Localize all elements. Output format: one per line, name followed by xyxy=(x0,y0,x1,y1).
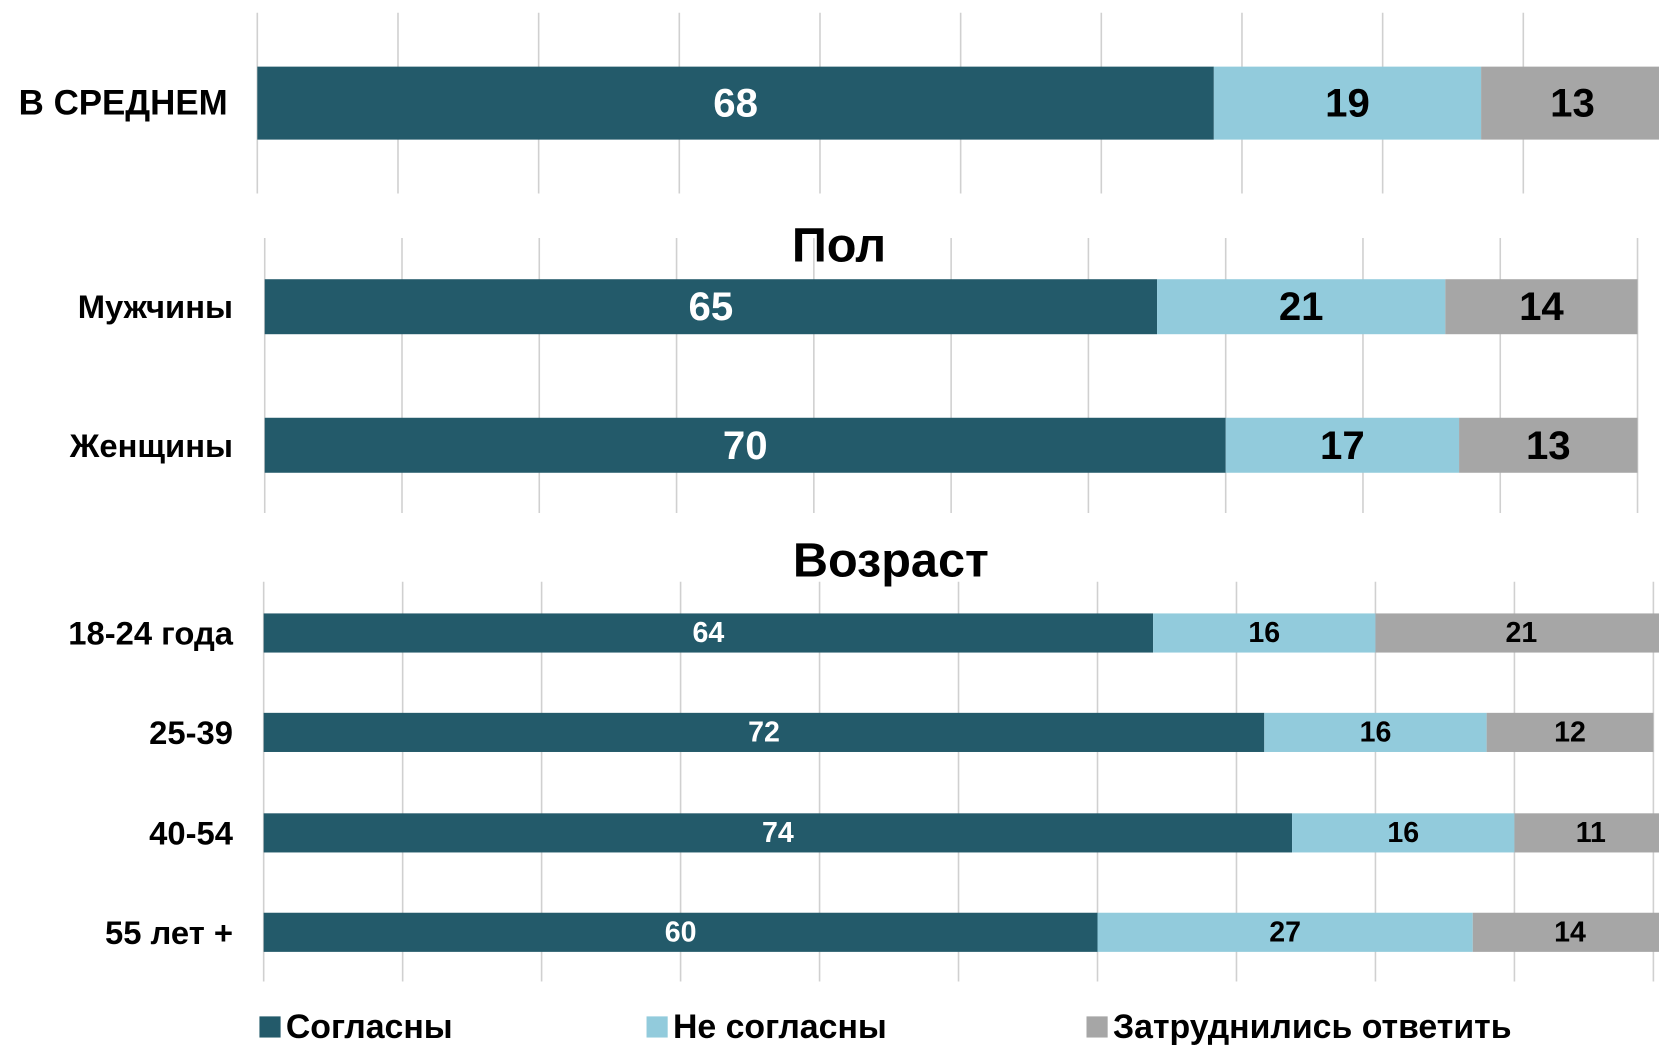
bar-segment xyxy=(1097,912,1473,952)
bar-segment xyxy=(1264,712,1487,752)
value-label: 16 xyxy=(1360,716,1392,748)
value-label: 19 xyxy=(1325,81,1370,126)
value-label: 72 xyxy=(748,716,780,748)
section-title: Возраст xyxy=(793,534,989,588)
bar-segment xyxy=(1225,417,1460,473)
bar-segment xyxy=(1445,279,1638,335)
bar-segment xyxy=(1213,66,1482,140)
value-label: 12 xyxy=(1554,716,1586,748)
category-label: 55 лет + xyxy=(105,914,233,951)
bar-segment xyxy=(263,813,1293,853)
bar-segment xyxy=(1375,613,1659,653)
value-label: 27 xyxy=(1269,916,1301,948)
value-label: 74 xyxy=(762,817,794,849)
value-label: 11 xyxy=(1576,817,1606,849)
legend-label: Согласны xyxy=(286,1008,453,1046)
bar-segment xyxy=(1153,613,1376,653)
value-label: 68 xyxy=(713,81,758,126)
legend-label: Затруднились ответить xyxy=(1113,1008,1512,1046)
legend-swatch xyxy=(259,1016,281,1038)
value-label: 16 xyxy=(1248,617,1280,649)
value-label: 17 xyxy=(1320,423,1365,468)
bar-segment xyxy=(264,417,1226,473)
value-label: 21 xyxy=(1505,617,1537,649)
category-label: 25-39 xyxy=(149,714,233,751)
value-label: 14 xyxy=(1519,284,1564,329)
bar-segment xyxy=(1481,66,1659,140)
value-label: 70 xyxy=(723,423,768,468)
legend-swatch xyxy=(1086,1016,1108,1038)
bar-segment xyxy=(264,279,1158,335)
bar-segment xyxy=(1472,912,1659,952)
value-label: 16 xyxy=(1387,817,1419,849)
category-label: Женщины xyxy=(69,427,233,464)
bar-segment xyxy=(263,613,1154,653)
value-label: 14 xyxy=(1554,916,1586,948)
bar-segment xyxy=(263,712,1265,752)
legend-swatch xyxy=(646,1016,668,1038)
bar-segment xyxy=(1514,813,1659,853)
category-label: Мужчины xyxy=(78,288,233,325)
bar-segment xyxy=(1459,417,1638,473)
bar-segment xyxy=(257,66,1214,140)
category-label: В СРЕДНЕМ xyxy=(19,84,228,123)
bar-segment xyxy=(1157,279,1446,335)
bar-segment xyxy=(263,912,1098,952)
value-label: 60 xyxy=(665,916,697,948)
bar-segment xyxy=(1486,712,1654,752)
value-label: 21 xyxy=(1279,284,1324,329)
legend-label: Не согласны xyxy=(673,1008,887,1046)
value-label: 13 xyxy=(1526,423,1571,468)
section-title: Пол xyxy=(792,218,886,272)
value-label: 65 xyxy=(689,284,734,329)
value-label: 13 xyxy=(1550,81,1595,126)
category-label: 18-24 года xyxy=(68,614,234,651)
bar-segment xyxy=(1292,813,1515,853)
value-label: 64 xyxy=(692,617,724,649)
category-label: 40-54 xyxy=(149,814,234,851)
